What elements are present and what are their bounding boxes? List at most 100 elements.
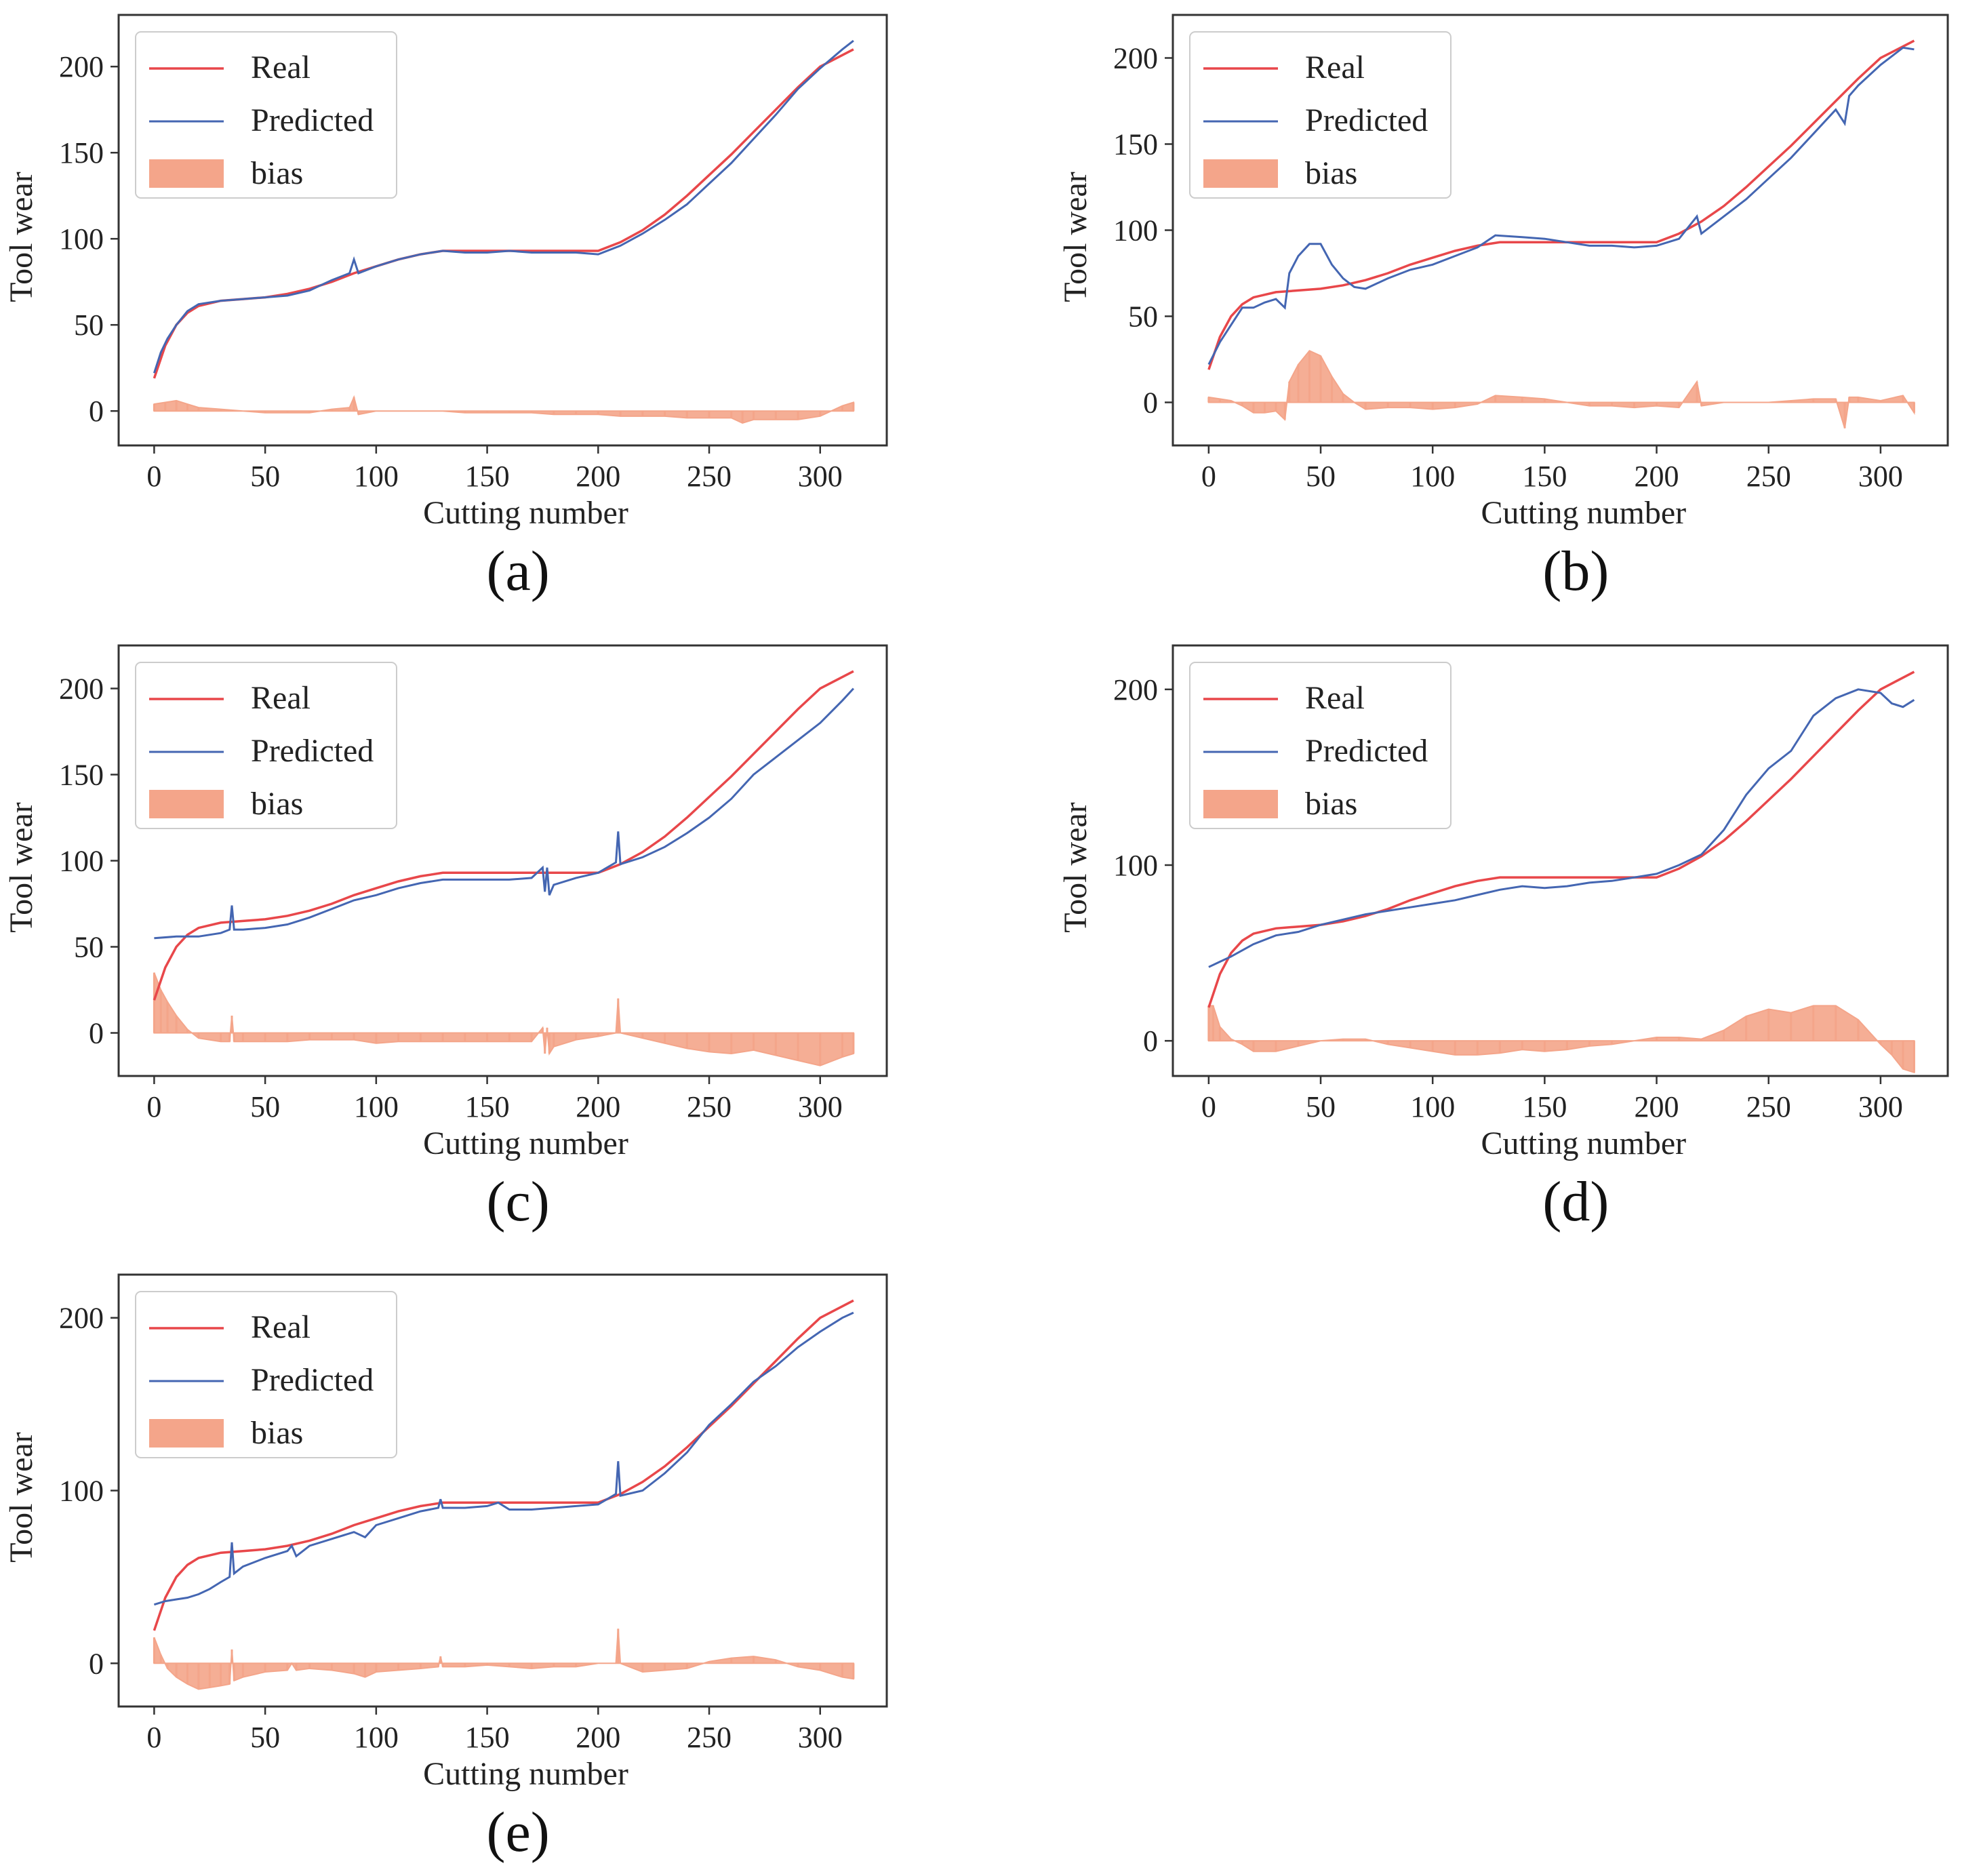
legend-box-e: [135, 1291, 397, 1458]
x-tick-label: 200: [576, 1721, 620, 1754]
y-axis-title-c: Tool wear: [3, 802, 39, 933]
y-tick-label: 100: [59, 1475, 104, 1508]
x-tick-label: 100: [354, 460, 399, 493]
x-tick-label: 150: [465, 1721, 510, 1754]
real-line-d: [1207, 671, 1915, 1008]
x-tick-label: 250: [1746, 1090, 1791, 1123]
y-tick-label: 200: [59, 1302, 104, 1335]
y-tick-label: 0: [89, 395, 104, 428]
legend-predicted-label-e: Predicted: [251, 1362, 374, 1398]
x-tick-label: 50: [1306, 460, 1336, 493]
predicted-line-b: [1207, 46, 1915, 365]
real-line-c: [153, 670, 854, 1001]
y-tick-label: 50: [1128, 300, 1158, 334]
x-axis-title-a: Cutting number: [423, 495, 628, 531]
x-tick-label: 200: [576, 1090, 620, 1123]
bias-area-b: [1207, 350, 1915, 428]
y-tick-label: 100: [59, 845, 104, 878]
y-tick-label: 50: [74, 308, 104, 342]
x-tick-label: 250: [1746, 460, 1791, 493]
x-tick-label: 150: [465, 1090, 510, 1123]
legend-b: Real Predicted bias: [1189, 31, 1452, 199]
panel-b: 0 50 100 150 200 250 300 0 50 100 150 200 Cutting …: [1058, 14, 1949, 603]
x-axis-title-e: Cutting number: [423, 1756, 628, 1792]
panel-e: 0 50 100 150 200 250 300 0 100 200 Cutting numbe…: [3, 1273, 888, 1864]
legend-box-b: [1189, 31, 1452, 199]
panel-a: 0 50 100 150 200 250 300 0 50 100 150 200 Cutting …: [3, 14, 888, 603]
predicted-line-e: [153, 1311, 854, 1606]
legend-box-c: [135, 662, 397, 829]
x-tick-label: 300: [1858, 1090, 1903, 1123]
plot-frame-d: [1172, 644, 1949, 1077]
x-ticks-a: 0 50 100 150 200 250 300: [146, 445, 843, 493]
legend-bias-swatch-a: [149, 159, 224, 188]
x-tick-label: 300: [798, 1721, 843, 1754]
x-tick-label: 0: [146, 460, 161, 493]
legend-bias-swatch-b: [1203, 159, 1278, 188]
x-tick-label: 150: [1522, 460, 1567, 493]
x-tick-label: 100: [354, 1721, 399, 1754]
legend-box-a: [135, 31, 397, 199]
y-axis-title-d: Tool wear: [1058, 802, 1094, 933]
y-tick-label: 200: [59, 673, 104, 706]
y-tick-label: 150: [1113, 128, 1158, 161]
legend-real-label-c: Real: [251, 680, 311, 716]
panel-d: 0 50 100 150 200 250 300 0 100 200 Cutting numbe…: [1058, 644, 1949, 1233]
y-tick-label: 200: [1113, 42, 1158, 75]
x-tick-label: 250: [687, 460, 732, 493]
y-tick-label: 150: [59, 136, 104, 169]
legend-c: Real Predicted bias: [135, 662, 397, 829]
x-tick-label: 300: [798, 460, 843, 493]
x-tick-label: 50: [250, 1090, 280, 1123]
x-axis-title-b: Cutting number: [1481, 495, 1686, 531]
predicted-line-a: [153, 39, 854, 374]
x-tick-label: 0: [1201, 460, 1216, 493]
x-axis-title-c: Cutting number: [423, 1125, 628, 1161]
y-axis-title-e: Tool wear: [3, 1432, 39, 1563]
y-axis-title-a: Tool wear: [3, 172, 39, 302]
legend-predicted-label-b: Predicted: [1305, 102, 1428, 138]
bias-fill-b: [1207, 350, 1915, 428]
legend-bias-swatch-e: [149, 1419, 224, 1448]
y-tick-label: 100: [1113, 849, 1158, 882]
x-tick-label: 100: [1410, 1090, 1455, 1123]
x-tick-label: 200: [1635, 1090, 1679, 1123]
legend-real-label-e: Real: [251, 1309, 311, 1345]
predicted-line-d: [1208, 688, 1915, 968]
y-axis-title-b: Tool wear: [1058, 172, 1094, 302]
legend-d: Real Predicted bias: [1189, 662, 1452, 829]
y-tick-label: 200: [1113, 673, 1158, 706]
panel-label-e: (e): [487, 1801, 550, 1864]
x-tick-label: 0: [1201, 1090, 1216, 1123]
panel-label-c: (c): [487, 1170, 550, 1233]
panel-label-d: (d): [1542, 1170, 1609, 1233]
legend-predicted-label-d: Predicted: [1305, 733, 1428, 769]
legend-a: Real Predicted bias: [135, 31, 397, 199]
x-tick-label: 100: [354, 1090, 399, 1123]
x-tick-label: 50: [250, 460, 280, 493]
y-tick-label: 150: [59, 759, 104, 792]
x-tick-label: 200: [576, 460, 620, 493]
bias-fill-a: [153, 395, 854, 424]
y-tick-label: 50: [74, 931, 104, 964]
legend-real-label-d: Real: [1305, 680, 1365, 716]
y-tick-label: 0: [89, 1017, 104, 1050]
bias-area-e: [153, 1629, 855, 1690]
bias-fill-e: [153, 1629, 854, 1690]
panel-label-a: (a): [487, 540, 550, 603]
y-ticks-b: 0 50 100 150 200: [1113, 42, 1173, 420]
x-ticks-c: 0 50 100 150 200 250 300: [146, 1076, 843, 1123]
legend-bias-label-c: bias: [251, 786, 303, 822]
y-ticks-a: 0 50 100 150 200: [59, 50, 119, 428]
x-axis-title-d: Cutting number: [1481, 1125, 1686, 1161]
legend-bias-swatch-c: [149, 790, 224, 818]
y-ticks-c: 0 50 100 150 200: [59, 673, 119, 1050]
y-ticks-d: 0 100 200: [1113, 673, 1173, 1058]
y-tick-label: 0: [1143, 1024, 1158, 1058]
legend-box-d: [1189, 662, 1452, 829]
legend-real-label-b: Real: [1305, 49, 1365, 85]
x-tick-label: 50: [1306, 1090, 1336, 1123]
y-tick-label: 0: [1143, 386, 1158, 420]
bias-area-d: [1207, 1005, 1915, 1074]
